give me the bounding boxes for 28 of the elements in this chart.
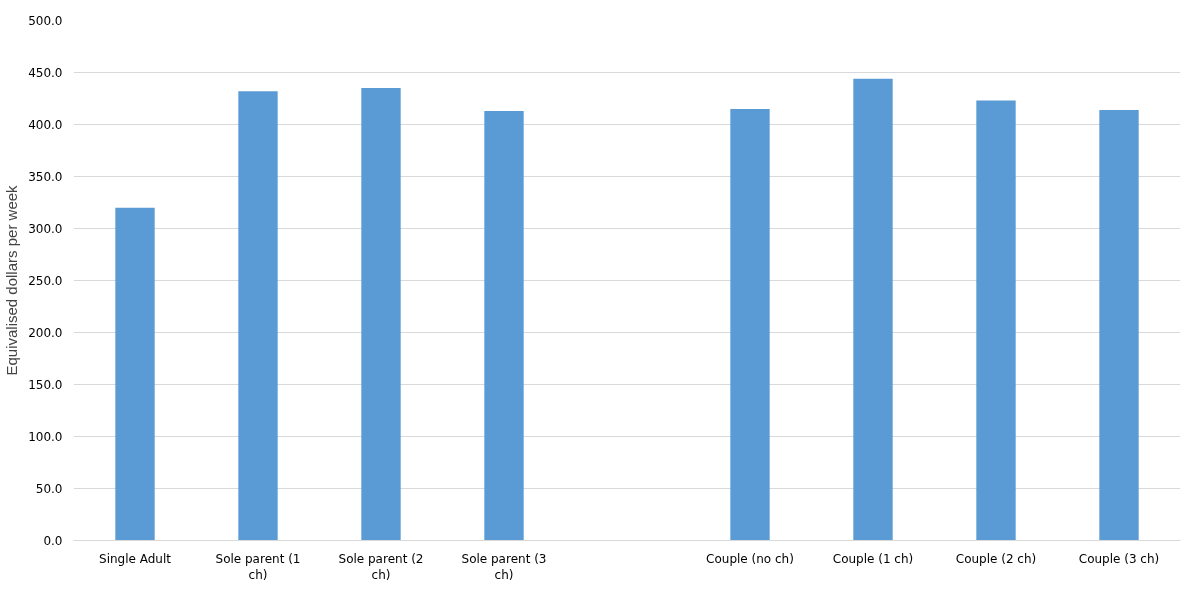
x-tick-label: Couple (2 ch) (955, 551, 1037, 566)
y-tick-label: 450.0 (28, 66, 63, 80)
bar (1099, 109, 1139, 541)
bar (361, 88, 401, 541)
x-tick-label: Couple (no ch) (706, 551, 794, 566)
y-tick-label: 500.0 (28, 14, 63, 28)
bar (484, 110, 524, 541)
y-tick-label: 250.0 (28, 274, 63, 288)
x-tick-label: Single Adult (99, 551, 172, 566)
y-tick-label: 400.0 (28, 118, 63, 132)
y-tick-label: 50.0 (35, 482, 63, 496)
y-tick-label: 350.0 (28, 170, 63, 184)
bar (730, 108, 770, 541)
y-tick-label: 150.0 (28, 378, 63, 392)
bar (976, 100, 1016, 541)
y-axis-title: Equivalised dollars per week (3, 184, 21, 376)
x-tick-label: Sole parent (2 ch) (338, 551, 424, 583)
y-tick-label: 200.0 (28, 326, 63, 340)
x-tick-label: Sole parent (1 ch) (215, 551, 301, 583)
bar (238, 91, 278, 541)
x-tick-label: Sole parent (3 ch) (461, 551, 547, 583)
y-tick-label: 0.0 (43, 534, 63, 548)
bar (115, 207, 155, 541)
x-tick-label: Couple (3 ch) (1078, 551, 1160, 566)
y-tick-label: 300.0 (28, 222, 63, 236)
bar (853, 78, 893, 541)
y-tick-label: 100.0 (28, 430, 63, 444)
x-tick-label: Couple (1 ch) (832, 551, 914, 566)
